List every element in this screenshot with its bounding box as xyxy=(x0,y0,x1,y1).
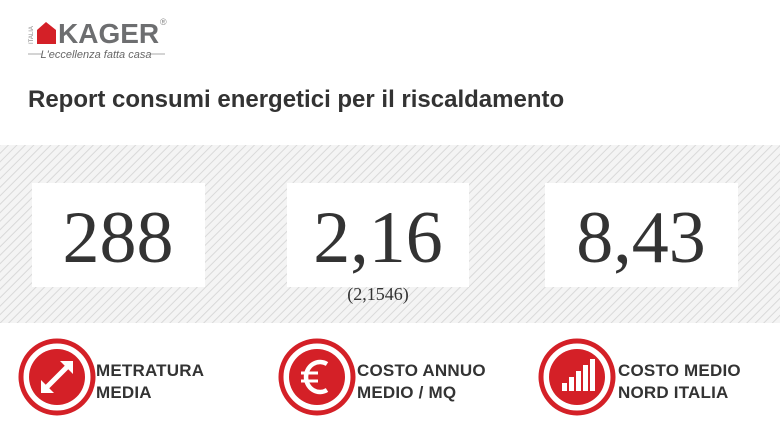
icon-bars xyxy=(538,338,616,416)
logo: ITALIA KAGER ® L'eccellenza fatta casa xyxy=(28,17,167,61)
stat-label: COSTO ANNUO xyxy=(357,361,486,380)
logo-country: ITALIA xyxy=(29,26,35,44)
stat-box xyxy=(32,183,205,287)
stat-box xyxy=(545,183,738,287)
stat-value: 288 xyxy=(63,197,174,279)
stat-box xyxy=(287,183,469,287)
logo-house xyxy=(37,22,56,44)
stat-label: NORD ITALIA xyxy=(618,383,728,402)
logo-registered: ® xyxy=(160,17,167,27)
stat-label: MEDIA xyxy=(96,383,152,402)
stat-detail: (2,1546) xyxy=(347,284,409,305)
stat-label: COSTO MEDIO xyxy=(618,361,741,380)
stat-value: 2,16 xyxy=(313,197,443,279)
stat-label: MEDIO / MQ xyxy=(357,383,456,402)
logo-tagline: L'eccellenza fatta casa xyxy=(41,49,152,61)
icon-euro xyxy=(278,338,356,416)
title: Report consumi energetici per il riscald… xyxy=(28,86,564,113)
icon-area xyxy=(18,338,96,416)
stat-label: METRATURA xyxy=(96,361,204,380)
stat-value: 8,43 xyxy=(576,197,706,279)
logo-brand: KAGER xyxy=(58,18,159,49)
